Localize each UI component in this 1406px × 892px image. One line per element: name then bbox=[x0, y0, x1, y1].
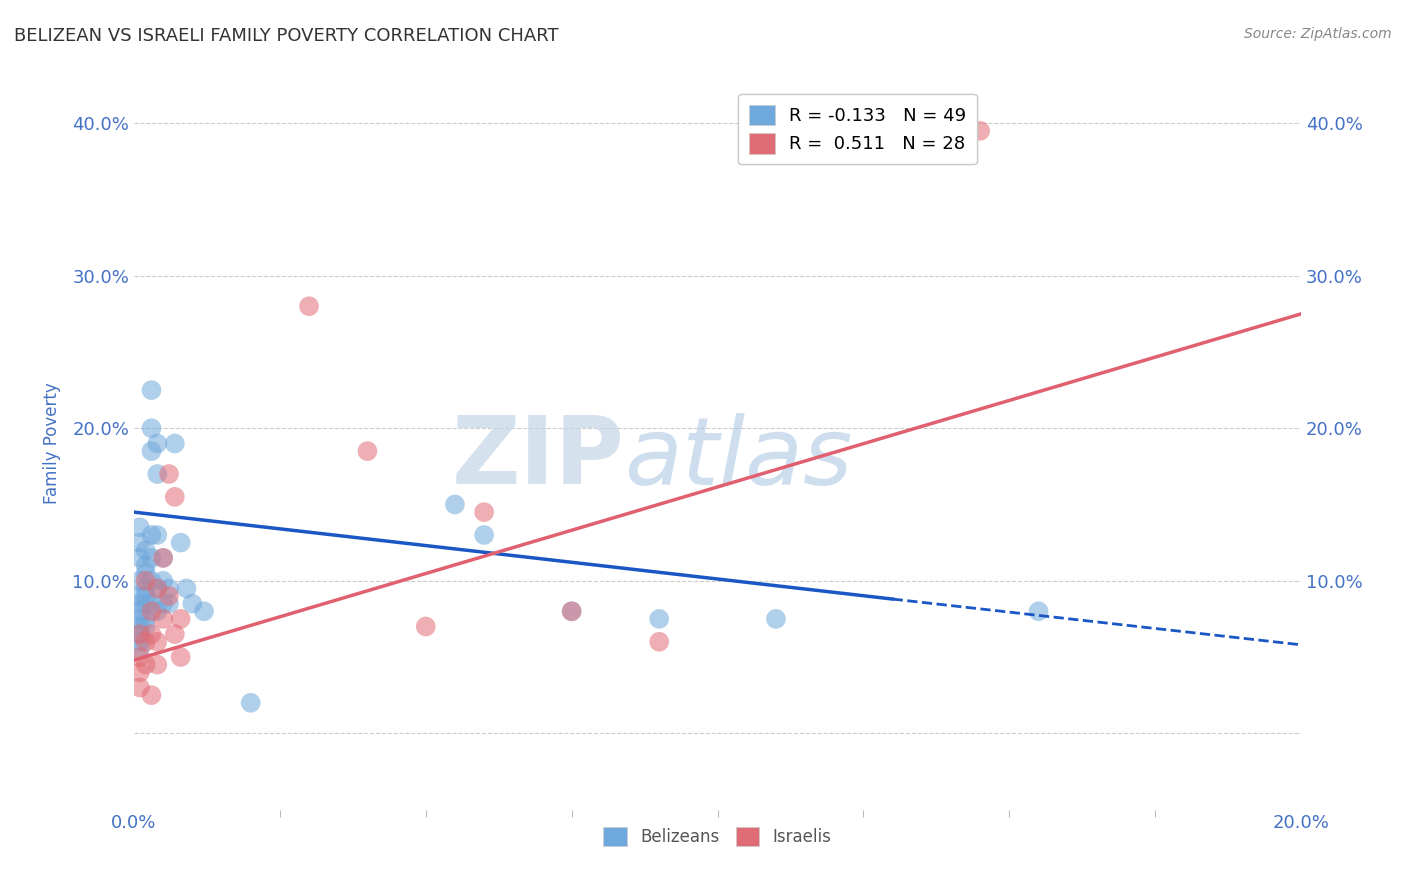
Point bbox=[472, 505, 495, 519]
Point bbox=[152, 612, 174, 626]
Point bbox=[141, 604, 163, 618]
Text: BELIZEAN VS ISRAELI FAMILY POVERTY CORRELATION CHART: BELIZEAN VS ISRAELI FAMILY POVERTY CORRE… bbox=[14, 27, 558, 45]
Point bbox=[472, 528, 495, 542]
Point bbox=[128, 612, 150, 626]
Point bbox=[169, 535, 191, 549]
Point bbox=[146, 528, 169, 542]
Point bbox=[141, 574, 163, 588]
Point bbox=[157, 467, 180, 481]
Point bbox=[239, 696, 262, 710]
Point bbox=[169, 650, 191, 665]
Point bbox=[135, 582, 157, 596]
Point bbox=[157, 597, 180, 611]
Point bbox=[141, 444, 163, 458]
Point bbox=[135, 612, 157, 626]
Point bbox=[135, 566, 157, 581]
Point bbox=[128, 535, 150, 549]
Point bbox=[135, 597, 157, 611]
Point bbox=[141, 597, 163, 611]
Point bbox=[176, 582, 198, 596]
Point bbox=[146, 467, 169, 481]
Point bbox=[128, 597, 150, 611]
Legend: R = -0.133   N = 49, R =  0.511   N = 28: R = -0.133 N = 49, R = 0.511 N = 28 bbox=[738, 94, 977, 164]
Point bbox=[128, 627, 150, 641]
Point bbox=[128, 520, 150, 534]
Point bbox=[135, 543, 157, 558]
Point bbox=[152, 550, 174, 565]
Point bbox=[128, 642, 150, 657]
Point bbox=[146, 436, 169, 450]
Point bbox=[128, 681, 150, 695]
Point bbox=[298, 299, 321, 313]
Point bbox=[152, 550, 174, 565]
Point bbox=[146, 582, 169, 596]
Point bbox=[141, 550, 163, 565]
Point bbox=[1028, 604, 1050, 618]
Point bbox=[135, 619, 157, 633]
Point bbox=[141, 528, 163, 542]
Point bbox=[356, 444, 378, 458]
Point bbox=[444, 498, 467, 512]
Point bbox=[765, 612, 787, 626]
Text: Source: ZipAtlas.com: Source: ZipAtlas.com bbox=[1244, 27, 1392, 41]
Point bbox=[135, 558, 157, 573]
Point bbox=[163, 490, 186, 504]
Point bbox=[141, 421, 163, 435]
Point bbox=[128, 619, 150, 633]
Point bbox=[157, 582, 180, 596]
Point bbox=[193, 604, 215, 618]
Point bbox=[146, 657, 169, 672]
Point bbox=[648, 634, 671, 648]
Point bbox=[169, 612, 191, 626]
Point bbox=[163, 627, 186, 641]
Point bbox=[128, 634, 150, 648]
Point bbox=[128, 627, 150, 641]
Point bbox=[146, 582, 169, 596]
Point bbox=[135, 634, 157, 648]
Point bbox=[415, 619, 437, 633]
Point bbox=[157, 589, 180, 603]
Text: atlas: atlas bbox=[624, 413, 852, 504]
Point bbox=[152, 597, 174, 611]
Point bbox=[128, 550, 150, 565]
Point bbox=[561, 604, 583, 618]
Point bbox=[135, 574, 157, 588]
Point bbox=[135, 657, 157, 672]
Text: ZIP: ZIP bbox=[451, 412, 624, 504]
Point bbox=[141, 383, 163, 397]
Point bbox=[128, 650, 150, 665]
Point bbox=[163, 436, 186, 450]
Point bbox=[141, 688, 163, 702]
Point bbox=[146, 634, 169, 648]
Y-axis label: Family Poverty: Family Poverty bbox=[44, 383, 60, 504]
Point bbox=[969, 124, 991, 138]
Point bbox=[146, 604, 169, 618]
Point bbox=[181, 597, 204, 611]
Point bbox=[141, 627, 163, 641]
Point bbox=[128, 589, 150, 603]
Point bbox=[648, 612, 671, 626]
Point bbox=[135, 589, 157, 603]
Point bbox=[128, 665, 150, 680]
Point bbox=[152, 574, 174, 588]
Point bbox=[128, 604, 150, 618]
Point bbox=[561, 604, 583, 618]
Point bbox=[128, 574, 150, 588]
